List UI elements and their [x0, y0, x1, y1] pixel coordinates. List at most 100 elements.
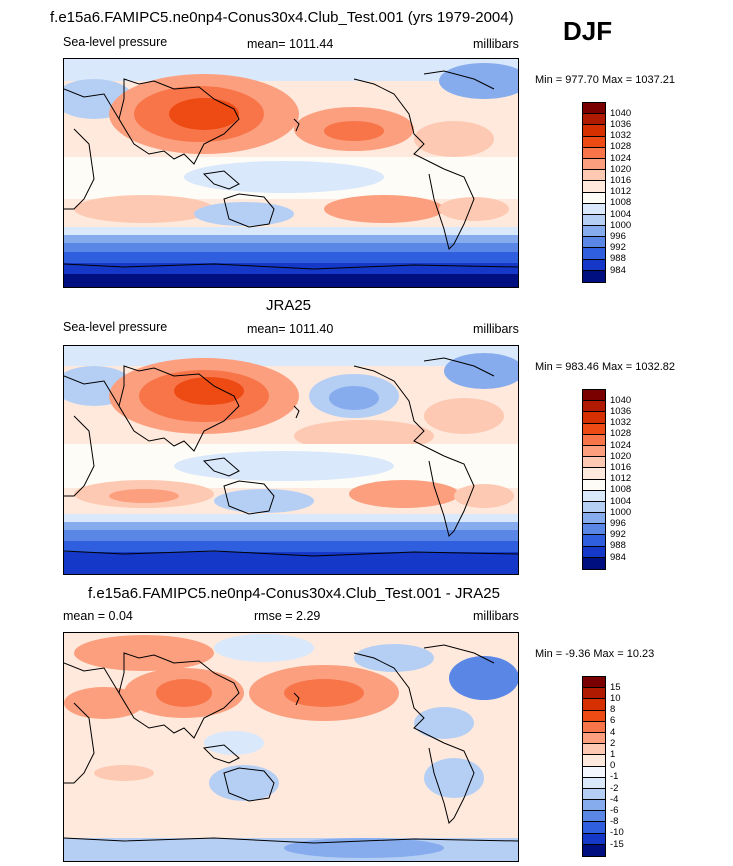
panel-3-rmse-label: rmse = 2.29 [254, 609, 321, 623]
colorbar-swatch [583, 721, 605, 733]
colorbar-label: 1016 [610, 174, 632, 186]
colorbar-label: 996 [610, 517, 626, 529]
colorbar-swatch [583, 192, 605, 204]
colorbar-swatch [583, 732, 605, 745]
season-label: DJF [563, 16, 613, 46]
colorbar-swatch [583, 237, 605, 249]
panel-2-title: JRA25 [266, 297, 312, 314]
colorbar-label: 1000 [610, 219, 632, 231]
panel-1-units-label: millibars [473, 37, 519, 51]
panel-3-minmax: Min = -9.36 Max = 10.23 [535, 648, 655, 660]
colorbar-label: -8 [610, 816, 619, 828]
colorbar-swatch [583, 501, 605, 514]
colorbar-swatch [583, 677, 605, 689]
colorbar-swatch [583, 214, 605, 227]
colorbar-swatch [583, 147, 605, 159]
colorbar-swatch [583, 226, 605, 238]
colorbar-label: 1012 [610, 473, 632, 485]
panel-2-mean-label: mean= 1011.40 [247, 322, 334, 336]
panel-1-title: f.e15a6.FAMIPC5.ne0np4-Conus30x4.Club_Te… [50, 9, 514, 26]
colorbar-swatch [583, 788, 605, 801]
colorbar-label: 0 [610, 760, 616, 772]
colorbar-swatch [583, 755, 605, 767]
colorbar-label: 6 [610, 715, 616, 727]
colorbar-swatch [583, 490, 605, 502]
colorbar-swatch [583, 468, 605, 480]
panel-3-title: f.e15a6.FAMIPC5.ne0np4-Conus30x4.Club_Te… [88, 585, 500, 602]
colorbar-label: -6 [610, 804, 619, 816]
colorbar-label: 1008 [610, 197, 632, 209]
colorbar-label: 1028 [610, 428, 632, 440]
colorbar-swatch [583, 699, 605, 711]
panel-3-map [63, 632, 519, 862]
colorbar-label: 988 [610, 253, 626, 265]
colorbar-label: 1040 [610, 107, 632, 119]
colorbar-swatch [583, 181, 605, 193]
colorbar-swatch [583, 546, 605, 558]
colorbar-label: 1024 [610, 152, 632, 164]
colorbar-swatch [583, 103, 605, 115]
colorbar-label: 1032 [610, 130, 632, 142]
colorbar-label: 988 [610, 540, 626, 552]
colorbar-swatch [583, 390, 605, 402]
colorbar-label: 1000 [610, 506, 632, 518]
colorbar-label: 10 [610, 692, 621, 704]
colorbar-label: 1016 [610, 461, 632, 473]
colorbar-label: 1008 [610, 484, 632, 496]
colorbar-label: 1040 [610, 394, 632, 406]
panel-2-variable-label: Sea-level pressure [63, 320, 168, 334]
colorbar-swatch [583, 114, 605, 126]
colorbar-label: 992 [610, 529, 626, 541]
colorbar-swatch [583, 766, 605, 778]
colorbar-swatch [583, 136, 605, 148]
colorbar-swatch [583, 844, 605, 856]
panel-1-minmax: Min = 977.70 Max = 1037.21 [535, 74, 676, 86]
colorbar-swatch [583, 744, 605, 756]
colorbar-label: 1024 [610, 439, 632, 451]
panel-3-mean-label: mean = 0.04 [63, 609, 133, 623]
colorbar-label: -4 [610, 793, 619, 805]
colorbar-label: 1 [610, 748, 616, 760]
colorbar-swatch [583, 777, 605, 789]
panel-2-units-label: millibars [473, 322, 519, 336]
panel-2-map [63, 345, 519, 575]
colorbar-label: 2 [610, 737, 616, 749]
panel-1-variable-label: Sea-level pressure [63, 35, 168, 49]
panel-1-field [64, 59, 518, 287]
colorbar-label: 4 [610, 726, 616, 738]
colorbar-label: 1028 [610, 141, 632, 153]
colorbar-swatch [583, 457, 605, 469]
colorbar-label: 984 [610, 264, 626, 276]
colorbar-label: -15 [610, 838, 624, 850]
colorbar-label: 1012 [610, 186, 632, 198]
colorbar-swatch [583, 248, 605, 260]
colorbar-label: 1004 [610, 208, 632, 220]
colorbar-swatch [583, 445, 605, 458]
colorbar-label: -2 [610, 782, 619, 794]
colorbar-swatch [583, 833, 605, 845]
panel-2-field [64, 346, 518, 574]
colorbar-swatch [583, 412, 605, 424]
colorbar-label: 1020 [610, 450, 632, 462]
colorbar-swatch [583, 423, 605, 435]
colorbar-swatch [583, 822, 605, 834]
colorbar-label: 8 [610, 704, 616, 716]
colorbar-label: 15 [610, 681, 621, 693]
colorbar-swatch [583, 434, 605, 446]
panel-2-minmax: Min = 983.46 Max = 1032.82 [535, 361, 676, 373]
panel-1-mean-label: mean= 1011.44 [247, 37, 334, 51]
colorbar-swatch [583, 524, 605, 536]
colorbar-swatch [583, 479, 605, 491]
colorbar-label: -1 [610, 771, 619, 783]
panel-3-units-label: millibars [473, 609, 519, 623]
colorbar-label: 992 [610, 242, 626, 254]
colorbar-swatch [583, 203, 605, 215]
colorbar-label: 1036 [610, 405, 632, 417]
colorbar-swatch [583, 270, 605, 282]
colorbar-swatch [583, 557, 605, 569]
colorbar-label: 984 [610, 551, 626, 563]
colorbar-label: 996 [610, 230, 626, 242]
colorbar-swatch [583, 513, 605, 525]
panel-1-colorbar [582, 102, 606, 283]
panel-3-field [64, 633, 518, 861]
